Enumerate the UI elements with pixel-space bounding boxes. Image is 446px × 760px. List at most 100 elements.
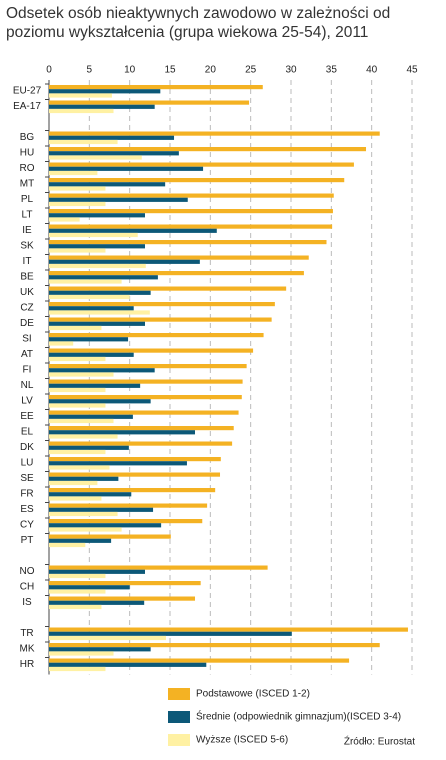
x-tick-label: 0	[46, 65, 52, 76]
y-tick-label: MT	[20, 179, 34, 190]
y-tick-label: CY	[20, 520, 34, 531]
bar	[49, 275, 158, 280]
bar	[49, 356, 106, 362]
x-tick-label: 30	[285, 65, 297, 76]
y-tick-label: PT	[21, 535, 34, 546]
bar	[49, 503, 208, 508]
bar	[49, 93, 112, 98]
bar	[49, 139, 118, 145]
bar	[49, 170, 98, 176]
bar	[49, 182, 166, 187]
bar	[49, 85, 263, 90]
bar	[49, 585, 130, 590]
bar	[49, 519, 203, 524]
bar	[49, 248, 106, 253]
bar	[49, 364, 247, 369]
x-tick-label: 40	[366, 65, 378, 76]
y-tick-label: FI	[23, 365, 32, 376]
chart-title: Odsetek osób nieaktywnych zawodowo w zal…	[6, 5, 391, 41]
bar	[49, 449, 106, 455]
bar	[49, 631, 292, 636]
bar	[49, 201, 106, 207]
bar	[49, 228, 217, 233]
bar	[49, 395, 242, 400]
bar	[49, 232, 138, 238]
y-tick-label: LU	[21, 458, 34, 469]
y-tick-label: SI	[22, 334, 31, 345]
bar	[49, 224, 333, 229]
bar	[49, 209, 333, 214]
y-tick-label: EL	[21, 427, 34, 438]
y-tick-label: EE	[20, 411, 34, 422]
y-tick-label: UK	[20, 287, 34, 298]
bar	[49, 472, 221, 477]
bar	[49, 259, 200, 264]
bar	[49, 507, 154, 512]
bar	[49, 465, 110, 470]
source-note: Źródło: Eurostat	[344, 735, 415, 748]
bar	[49, 337, 129, 342]
bar	[49, 604, 102, 610]
bar	[49, 565, 268, 570]
bar	[49, 496, 102, 501]
bar	[49, 476, 119, 481]
bar	[49, 244, 145, 249]
bar	[49, 240, 327, 245]
x-tick-label: 10	[124, 65, 136, 76]
y-tick-label: PL	[21, 194, 34, 205]
bar	[49, 255, 309, 260]
bar	[49, 178, 345, 183]
bar	[49, 341, 74, 346]
y-tick-label: SE	[20, 473, 34, 484]
bar	[49, 666, 106, 672]
x-tick-label: 15	[164, 65, 176, 76]
y-tick-label: FR	[20, 489, 33, 500]
bar	[49, 147, 367, 152]
bar	[49, 534, 171, 539]
bar	[49, 651, 114, 656]
bar	[49, 635, 166, 641]
bar	[49, 430, 196, 435]
bar	[49, 441, 233, 446]
y-tick-label: SK	[20, 241, 34, 252]
bar	[49, 457, 221, 462]
bar	[49, 658, 350, 663]
bar	[49, 488, 216, 493]
y-tick-label: ES	[20, 504, 34, 515]
y-tick-label: LV	[21, 396, 33, 407]
bar	[49, 383, 141, 388]
legend-swatch	[168, 711, 190, 723]
y-tick-label: DK	[20, 442, 34, 453]
bar	[49, 193, 334, 198]
bar	[49, 461, 187, 466]
bar	[49, 445, 129, 450]
legend-swatch	[168, 688, 190, 700]
bar	[49, 492, 132, 497]
bar	[49, 333, 264, 338]
bar	[49, 600, 145, 605]
bar	[49, 279, 122, 284]
bar	[49, 271, 304, 276]
bar	[49, 104, 155, 109]
bar	[49, 589, 106, 594]
y-tick-label: BG	[20, 132, 35, 143]
bar	[49, 302, 275, 307]
bar	[49, 511, 118, 517]
legend-label: Wyższe (ISCED 5-6)	[196, 735, 288, 746]
bar	[49, 627, 408, 632]
bar	[49, 290, 151, 295]
bar	[49, 325, 102, 331]
bar	[49, 403, 106, 408]
bar	[49, 197, 188, 202]
x-tick-label: 45	[406, 65, 418, 76]
bar	[49, 155, 142, 160]
y-tick-label: NL	[21, 380, 34, 391]
bar	[49, 213, 145, 218]
y-tick-label: MK	[20, 644, 35, 655]
y-tick-label: LT	[22, 210, 33, 221]
bar	[49, 294, 130, 300]
bar	[49, 527, 122, 532]
bar	[49, 352, 134, 357]
